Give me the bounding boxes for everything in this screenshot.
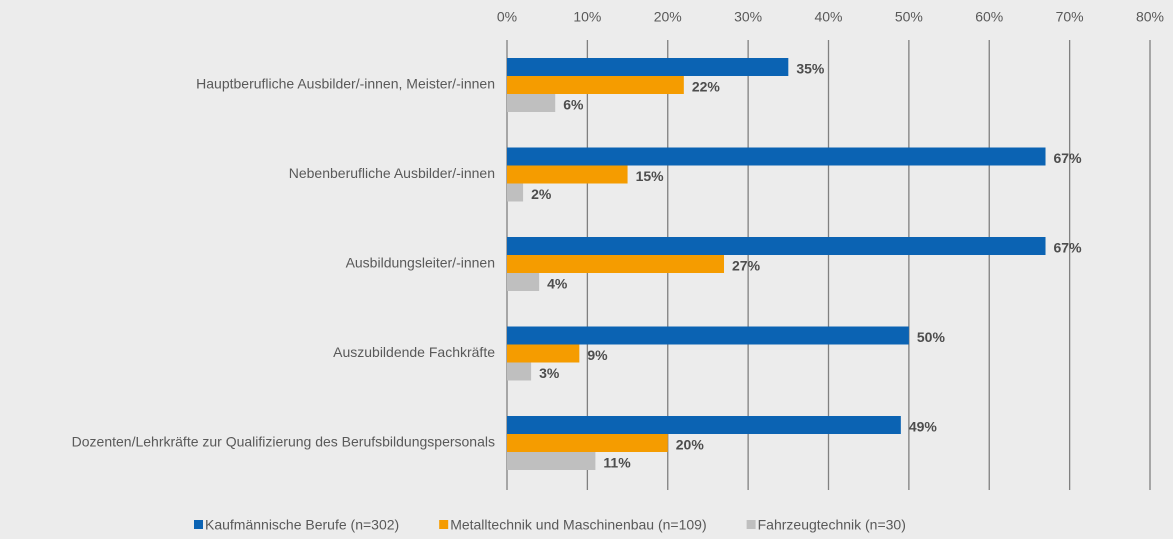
data-label: 9% — [587, 347, 608, 363]
legend-label: Kaufmännische Berufe (n=302) — [205, 517, 399, 533]
data-label: 11% — [603, 455, 631, 471]
x-tick-label: 30% — [734, 9, 762, 25]
data-label: 20% — [676, 437, 705, 453]
bar — [507, 183, 524, 202]
data-label: 50% — [917, 329, 946, 345]
bar — [507, 76, 684, 94]
bar — [507, 273, 540, 291]
bar — [507, 94, 556, 112]
legend-swatch — [746, 520, 756, 529]
legend-label: Metalltechnik und Maschinenbau (n=109) — [450, 517, 706, 533]
bar — [507, 452, 596, 470]
data-label: 67% — [1054, 150, 1083, 166]
data-label: 35% — [796, 61, 825, 77]
data-label: 6% — [563, 97, 584, 113]
bar — [507, 434, 668, 452]
data-label: 4% — [547, 276, 568, 292]
data-label: 49% — [909, 419, 938, 435]
legend-swatch — [194, 520, 203, 529]
x-tick-label: 10% — [573, 9, 601, 25]
data-label: 2% — [531, 186, 552, 202]
bar — [507, 237, 1046, 255]
bar — [507, 58, 789, 76]
x-tick-label: 70% — [1056, 9, 1084, 25]
bar — [507, 416, 901, 434]
bar — [507, 165, 628, 184]
x-tick-label: 20% — [654, 9, 682, 25]
category-label: Nebenberufliche Ausbilder/-innen — [289, 165, 495, 181]
bar — [507, 326, 909, 345]
bar — [507, 255, 725, 273]
legend-swatch — [439, 520, 449, 529]
x-tick-label: 60% — [975, 9, 1003, 25]
category-label: Auszubildende Fachkräfte — [333, 344, 495, 360]
legend-label: Fahrzeugtechnik (n=30) — [758, 517, 906, 533]
x-tick-label: 0% — [497, 9, 517, 25]
bar — [507, 344, 580, 363]
x-tick-label: 50% — [895, 9, 923, 25]
category-label: Dozenten/Lehrkräfte zur Qualifizierung d… — [72, 434, 495, 450]
data-label: 27% — [732, 258, 761, 274]
x-tick-label: 40% — [814, 9, 842, 25]
data-label: 67% — [1054, 240, 1083, 256]
x-tick-label: 80% — [1136, 9, 1164, 25]
category-label: Hauptberufliche Ausbilder/-innen, Meiste… — [196, 76, 495, 92]
data-label: 3% — [539, 365, 560, 381]
bar — [507, 362, 532, 381]
data-label: 15% — [636, 168, 665, 184]
data-label: 22% — [692, 79, 721, 95]
category-label: Ausbildungsleiter/-innen — [346, 255, 495, 271]
bar — [507, 147, 1046, 166]
